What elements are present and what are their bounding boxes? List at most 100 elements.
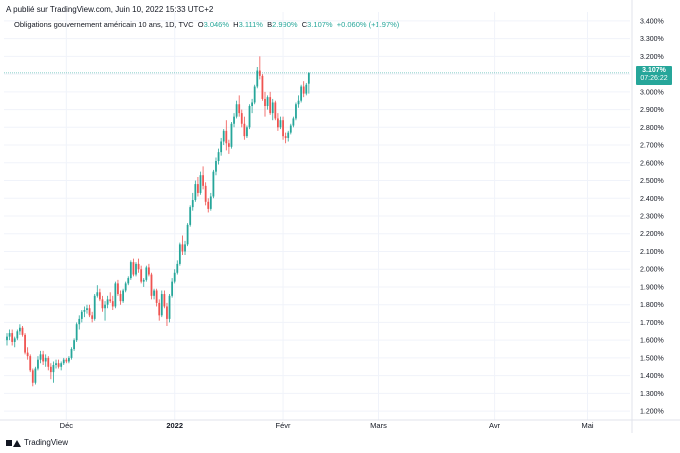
candle-body — [243, 123, 246, 137]
candle-body — [140, 269, 143, 282]
candle-body — [191, 200, 194, 208]
candle-body — [62, 359, 65, 364]
candle-body — [197, 184, 199, 193]
candle-body — [111, 301, 114, 307]
candle-body — [225, 130, 228, 144]
candle-body — [227, 143, 230, 147]
y-tick-label: 1.900% — [640, 284, 664, 291]
candle-body — [251, 102, 253, 107]
footer-brand[interactable]: TradingView — [6, 438, 68, 447]
candle-body — [171, 281, 174, 296]
low-value: 2.990% — [272, 20, 298, 29]
candle-body — [26, 352, 29, 357]
open-label: O — [197, 20, 204, 29]
candle-body — [142, 279, 145, 282]
high-label: H — [233, 20, 239, 29]
candle-body — [55, 363, 57, 366]
candle-body — [300, 86, 303, 101]
candle-body — [117, 283, 119, 295]
y-tick-label: 2.500% — [640, 178, 664, 185]
y-tick-label: 2.400% — [640, 196, 664, 203]
x-tick-label: Avr — [489, 421, 501, 430]
x-tick-label: Mars — [370, 421, 387, 430]
candle-body — [258, 70, 261, 76]
candle-body — [37, 359, 39, 369]
candle-body — [256, 70, 259, 87]
close-value: 3.107% — [307, 20, 333, 29]
candle-body — [29, 356, 32, 371]
candle-body — [220, 141, 223, 153]
tradingview-logo-icon — [6, 439, 21, 447]
candle-body — [148, 267, 150, 275]
candle-body — [168, 295, 171, 319]
candle-body — [83, 310, 86, 312]
candle-body — [297, 100, 300, 105]
candle-body — [166, 306, 168, 319]
candle-body — [78, 318, 81, 325]
candle-body — [178, 244, 181, 264]
candle-body — [24, 334, 26, 353]
candle-body — [248, 106, 251, 128]
candle-body — [202, 175, 204, 186]
candle-body — [261, 75, 264, 99]
candle-body — [212, 171, 215, 197]
low-label: B — [267, 20, 273, 29]
candle-body — [68, 357, 70, 362]
y-tick-label: 1.200% — [640, 409, 664, 416]
candle-body — [246, 127, 248, 137]
candle-body — [173, 272, 176, 282]
candle-body — [13, 338, 16, 342]
candle-body — [132, 262, 135, 275]
candle-body — [184, 244, 186, 252]
candle-body — [282, 120, 284, 137]
candle-body — [204, 185, 207, 202]
candle-body — [302, 86, 305, 94]
y-tick-label: 2.100% — [640, 249, 664, 256]
y-tick-label: 1.400% — [640, 373, 664, 380]
candle-body — [34, 368, 37, 383]
candle-body — [127, 278, 130, 284]
candle-body — [114, 283, 117, 307]
candle-body — [91, 315, 94, 319]
candle-body — [137, 263, 140, 270]
candle-body — [21, 327, 24, 335]
candle-body — [207, 201, 210, 209]
current-price-badge: 3.107% 07:26:22 — [636, 65, 672, 85]
candle-body — [101, 299, 104, 309]
x-tick-label: Déc — [60, 421, 74, 430]
candle-body — [49, 366, 52, 373]
candle-body — [209, 196, 212, 209]
candle-body — [31, 370, 34, 383]
candle-body — [230, 123, 233, 147]
y-tick-label: 3.300% — [640, 36, 664, 43]
series-legend: Obligations gouvernement américain 10 an… — [14, 20, 399, 29]
candle-body — [88, 308, 91, 316]
candle-body — [6, 336, 8, 341]
candle-body — [42, 354, 45, 362]
candle-body — [73, 340, 75, 350]
candle-body — [153, 290, 155, 296]
candle-body — [104, 304, 106, 309]
candle-body — [305, 84, 308, 94]
candle-body — [106, 299, 109, 305]
y-tick-label: 1.800% — [640, 302, 664, 309]
y-tick-label: 3.400% — [640, 18, 664, 25]
candle-body — [11, 333, 14, 342]
y-tick-label: 2.800% — [640, 125, 664, 132]
candle-body — [124, 283, 127, 291]
y-tick-label: 1.600% — [640, 338, 664, 345]
candle-body — [271, 102, 274, 114]
candle-body — [129, 262, 132, 279]
candle-body — [96, 292, 99, 296]
candle-body — [217, 152, 220, 162]
candle-body — [264, 98, 266, 107]
y-tick-label: 3.000% — [640, 89, 664, 96]
y-tick-label: 2.000% — [640, 267, 664, 274]
candle-body — [135, 263, 137, 275]
candle-body — [176, 263, 179, 273]
candle-body — [70, 349, 73, 358]
candle-body — [60, 363, 63, 367]
y-tick-label: 2.300% — [640, 214, 664, 221]
